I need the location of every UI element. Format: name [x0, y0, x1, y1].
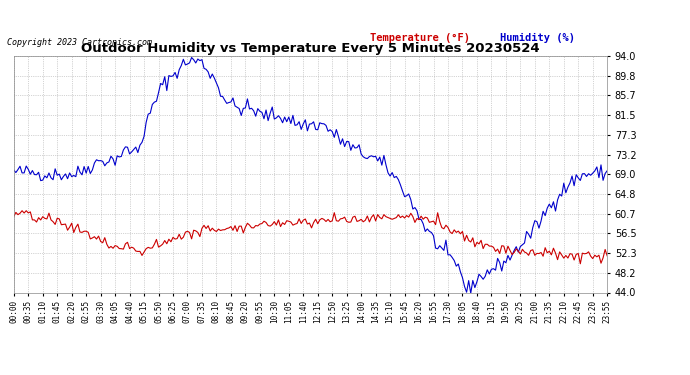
Text: Humidity (%): Humidity (%) — [500, 33, 575, 43]
Title: Outdoor Humidity vs Temperature Every 5 Minutes 20230524: Outdoor Humidity vs Temperature Every 5 … — [81, 42, 540, 55]
Text: Temperature (°F): Temperature (°F) — [370, 33, 470, 43]
Text: Copyright 2023 Cartronics.com: Copyright 2023 Cartronics.com — [7, 38, 152, 47]
